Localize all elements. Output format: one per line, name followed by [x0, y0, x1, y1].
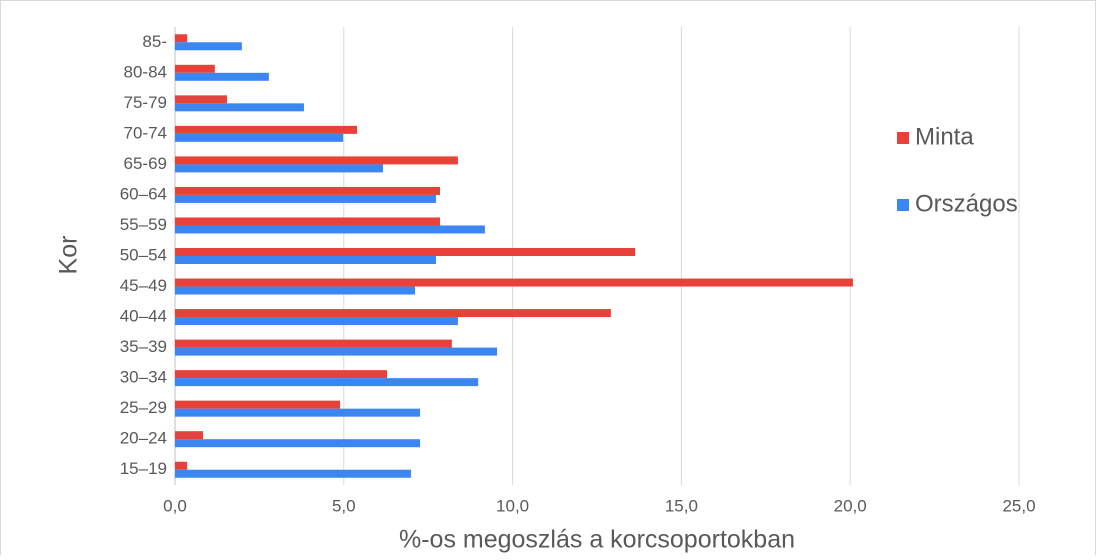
bar: [175, 339, 452, 348]
bar: [175, 225, 485, 234]
y-tick-label: 85-: [142, 32, 167, 51]
x-tick-label: 20,0: [834, 496, 867, 515]
bar: [175, 103, 304, 112]
bar: [175, 186, 441, 195]
bar: [175, 278, 853, 287]
bar: [175, 95, 227, 104]
legend-label: Országos: [915, 190, 1018, 217]
bar: [175, 469, 411, 478]
bar: [175, 461, 188, 470]
bar: [175, 133, 344, 142]
bar: [175, 286, 416, 295]
y-tick-label: 50–54: [120, 245, 167, 264]
x-tick-label: 25,0: [1002, 496, 1035, 515]
y-tick-label: 40–44: [120, 307, 167, 326]
legend-swatch: [897, 199, 909, 211]
x-tick-label: 0,0: [163, 496, 187, 515]
bar: [175, 378, 479, 387]
y-tick-label: 25–29: [120, 398, 167, 417]
x-axis-title: %-os megoszlás a korcsoportokban: [399, 526, 795, 554]
y-tick-label: 60–64: [120, 184, 167, 203]
bar: [175, 256, 436, 264]
bar: [175, 309, 611, 318]
bar: [175, 194, 436, 203]
bar: [175, 42, 242, 51]
bar: [175, 370, 388, 379]
bar: [175, 34, 188, 43]
bar: [175, 164, 383, 173]
bar: [175, 72, 269, 81]
y-tick-label: 55–59: [120, 215, 167, 234]
legend-label: Minta: [915, 123, 974, 150]
y-tick-label: 70-74: [124, 123, 167, 142]
y-tick-label: 30–34: [120, 368, 167, 387]
y-tick-label: 80-84: [124, 62, 167, 81]
bar: [175, 439, 421, 448]
legend-swatch: [897, 132, 909, 144]
bar: [175, 125, 357, 134]
y-tick-label: 15–19: [120, 459, 167, 478]
bar: [175, 64, 215, 73]
x-tick-label: 10,0: [496, 496, 529, 515]
y-tick-label: 65-69: [124, 154, 167, 173]
y-tick-label: 45–49: [120, 276, 167, 295]
y-tick-label: 35–39: [120, 337, 167, 356]
bar: [175, 317, 458, 326]
bar: [175, 217, 441, 226]
bar: [175, 408, 421, 417]
x-tick-label: 5,0: [332, 496, 356, 515]
bar: [175, 156, 458, 165]
y-axis-title: Kor: [55, 236, 83, 275]
bar: [175, 431, 204, 440]
y-tick-label: 20–24: [120, 429, 167, 448]
bar: [175, 400, 341, 409]
y-tick-label: 75-79: [124, 93, 167, 112]
x-tick-label: 15,0: [665, 496, 698, 515]
bar: [175, 248, 636, 256]
bar: [175, 347, 498, 356]
